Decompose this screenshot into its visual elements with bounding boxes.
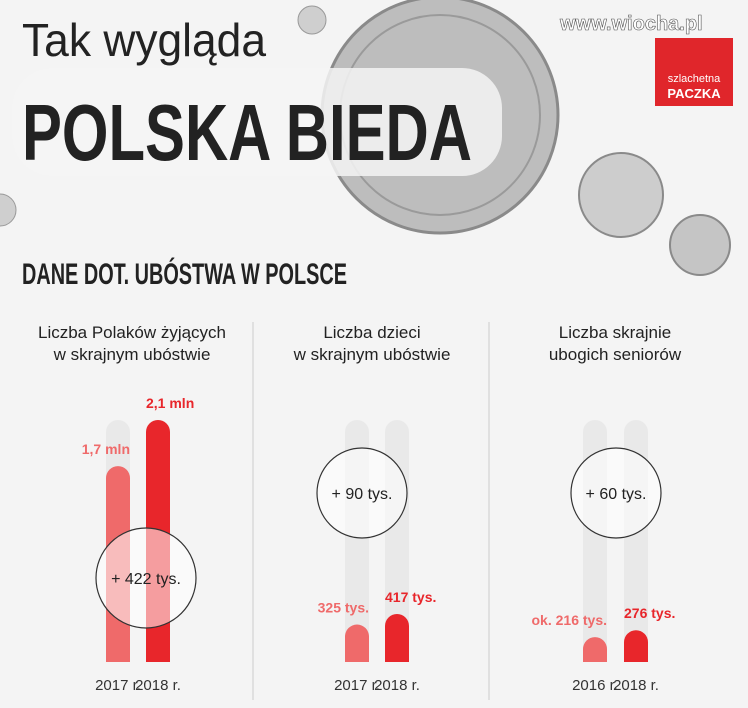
annotation-circle — [316, 447, 408, 539]
section-title: DANE DOT. UBÓSTWA W POLSCE — [22, 257, 347, 291]
value-label: 417 tys. — [385, 589, 436, 605]
annotation: + 422 tys. — [111, 571, 181, 588]
value-label: 2,1 mln — [146, 395, 194, 411]
x-tick-label: 2016 r. — [572, 677, 618, 694]
annotation-circle — [570, 447, 662, 539]
logo-text: szlachetna — [668, 73, 721, 85]
title-backdrop — [12, 68, 502, 176]
chart-title: w skrajnym ubóstwie — [53, 345, 211, 364]
value-label: ok. 216 tys. — [532, 612, 608, 628]
chart-title: ubogich seniorów — [549, 345, 682, 364]
annotation: + 90 tys. — [332, 486, 393, 503]
value-label: 325 tys. — [318, 600, 369, 616]
coin — [297, 5, 327, 35]
title: POLSKA BIEDA — [22, 88, 472, 177]
x-tick-label: 2018 r. — [135, 677, 181, 694]
chart-title: Liczba dzieci — [323, 323, 420, 342]
annotation: + 60 tys. — [586, 486, 647, 503]
annotation-circle — [95, 527, 197, 629]
value-label: 276 tys. — [624, 605, 675, 621]
bar — [345, 624, 369, 662]
coin — [0, 193, 17, 227]
chart-title: Liczba Polaków żyjących — [38, 323, 226, 342]
x-tick-label: 2018 r. — [374, 677, 420, 694]
chart-title: w skrajnym ubóstwie — [293, 345, 451, 364]
logo — [655, 38, 733, 106]
x-tick-label: 2017 r. — [95, 677, 141, 694]
bar — [624, 630, 648, 662]
logo-text: PACZKA — [667, 86, 721, 101]
value-label: 1,7 mln — [82, 441, 130, 457]
x-tick-label: 2018 r. — [613, 677, 659, 694]
bar — [583, 637, 607, 662]
coin — [669, 214, 731, 276]
chart-title: Liczba skrajnie — [559, 323, 671, 342]
coin — [578, 152, 664, 238]
title: Tak wygląda — [22, 14, 266, 66]
watermark: www.wiocha.pl — [559, 13, 703, 35]
bar — [385, 613, 409, 662]
x-tick-label: 2017 r. — [334, 677, 380, 694]
